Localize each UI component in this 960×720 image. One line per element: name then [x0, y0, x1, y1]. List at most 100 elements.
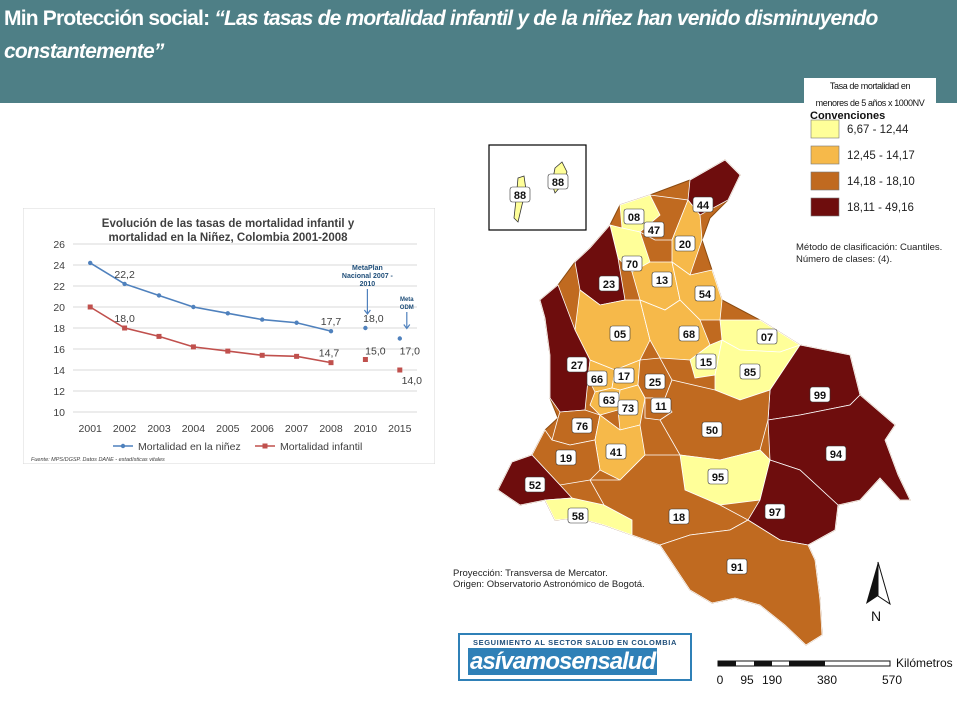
department-code: 44: [697, 200, 710, 212]
department-code: 25: [649, 377, 661, 389]
chart-annotation: MetaPlan Nacional 2007 -2010: [342, 265, 394, 315]
department-code: 54: [699, 289, 712, 301]
data-point: [397, 367, 403, 373]
department-code: 08: [628, 212, 640, 224]
annotation-text: Meta ODM: [400, 297, 414, 311]
projection-line1: Proyección: Transversa de Mercator.: [453, 568, 608, 579]
annotation-text: MetaPlan Nacional 2007 -2010: [342, 265, 394, 288]
chart-title-line2: mortalidad en la Niñez, Colombia 2001-20…: [108, 232, 348, 244]
header-banner: Min Protección social: “Las tasas de mor…: [0, 0, 957, 103]
classification-method: Método de clasificación: Cuantiles. Núme…: [796, 242, 942, 266]
chart-legend: Mortalidad en la niñez Mortalidad infant…: [113, 441, 362, 453]
scale-tick: 570: [882, 673, 902, 687]
department-code: 88: [552, 177, 564, 189]
y-tick-label: 14: [53, 365, 65, 377]
department-code: 18: [673, 512, 685, 524]
department-code: 50: [706, 425, 718, 437]
department-code: 68: [683, 329, 695, 341]
department-code: 15: [700, 357, 712, 369]
x-tick-label: 2006: [251, 423, 275, 435]
department-code: 11: [655, 401, 667, 413]
legend-marker-infantil: [262, 443, 268, 449]
legend-label-infantil: Mortalidad infantil: [280, 441, 362, 453]
department-label-box: [694, 285, 716, 302]
data-label: 17,7: [321, 316, 342, 328]
chart-frame: [22, 207, 436, 465]
department-code: 95: [712, 472, 724, 484]
department-label-box: [566, 356, 588, 373]
data-label: 18,0: [114, 313, 135, 325]
x-tick-label: 2015: [388, 423, 412, 435]
x-tick-label: 2001: [79, 423, 103, 435]
department-label-box: [617, 399, 639, 416]
projection-info: Proyección: Transversa de Mercator. Orig…: [453, 568, 645, 590]
scale-unit-label: Kilómetros: [896, 656, 953, 670]
data-point: [363, 325, 368, 331]
legend-range-label: 12,45 - 14,17: [847, 150, 915, 162]
department-code: 85: [744, 367, 756, 379]
x-tick-label: 2007: [285, 423, 309, 435]
x-tick-label: 2008: [319, 423, 343, 435]
y-tick-label: 26: [53, 239, 65, 251]
y-tick-label: 18: [53, 323, 65, 335]
legend-title-line1: Tasa de mortalidad en: [829, 81, 911, 91]
department-label-box: [651, 271, 673, 288]
department-label-box: [623, 208, 645, 225]
data-point: [328, 328, 334, 334]
mortality-line-chart: Evolución de las tasas de mortalidad inf…: [22, 207, 436, 465]
asi-vamos-en-salud-logo: SEGUIMIENTO AL SECTOR SALUD EN COLOMBIA …: [458, 633, 692, 681]
x-tick-label: 2010: [354, 423, 378, 435]
data-point: [260, 317, 265, 322]
data-point: [362, 357, 368, 362]
department-label-box: [571, 417, 593, 434]
scale-tick: 380: [817, 673, 837, 687]
legend-swatch: [810, 119, 840, 139]
department-label-box: [598, 275, 620, 292]
chart-source-note: Fuente: MPS/DGSP. Datos DANE - estadísti…: [31, 457, 165, 463]
series-line-0: [89, 262, 332, 332]
department-code-labels: 88 88 08 44 47 20 70 23 13 54 05 68 07 27 15 85 66 17 25 63…: [509, 173, 847, 575]
series-line-1: [89, 306, 332, 364]
data-point: [122, 281, 127, 287]
chart-title-line1: Evolución de las tasas de mortalidad inf…: [102, 218, 355, 230]
department-label-box: [674, 235, 696, 252]
data-point: [397, 336, 402, 341]
legend-label-ninez: Mortalidad en la niñez: [138, 441, 241, 453]
chart-annotations: MetaPlan Nacional 2007 -2010 Meta ODM: [342, 265, 414, 330]
data-label: 14,7: [319, 348, 340, 360]
department-label-box: [567, 507, 589, 524]
scale-tick: 190: [762, 673, 782, 687]
department-label-box: [695, 353, 717, 370]
chart-series-group: 22,2 17,7 18,0 17,0 18,0 14,7 15,0 14,0: [87, 260, 422, 387]
region-91: [659, 519, 823, 646]
department-code: 19: [560, 453, 572, 465]
department-label-box: [609, 325, 631, 342]
x-tick-label: 2002: [113, 423, 137, 435]
data-point: [88, 260, 93, 266]
y-tick-label: 16: [53, 344, 65, 356]
y-tick-label: 22: [53, 281, 65, 293]
logo-top-text: SEGUIMIENTO AL SECTOR SALUD EN COLOMBIA: [473, 638, 677, 647]
department-label-box: [701, 421, 723, 438]
map-legend-title: Tasa de mortalidad en menores de 5 años …: [804, 78, 936, 111]
map-legend: 6,67 - 12,44 12,45 - 14,17 14,18 - 18,10 18…: [810, 119, 915, 217]
chart-y-tick-labels: 10 12 14 16 18 20 22 24 26: [53, 239, 65, 419]
logo-main-text: asívamosensalud: [468, 648, 658, 675]
san-andres-inset-frame: [488, 144, 587, 231]
data-point: [156, 333, 162, 339]
department-label-box: [586, 370, 608, 387]
data-label: 15,0: [365, 346, 386, 358]
data-point: [122, 325, 128, 331]
department-label-box: [739, 363, 761, 380]
legend-range-label: 6,67 - 12,44: [847, 124, 909, 136]
page-title: Min Protección social: “Las tasas de mor…: [4, 2, 904, 68]
legend-title-line2: menores de 5 años x 1000NV: [815, 98, 925, 108]
y-tick-label: 24: [53, 260, 65, 272]
department-code: 47: [648, 225, 660, 237]
department-label-box: [726, 558, 748, 575]
y-tick-label: 10: [53, 407, 65, 419]
mortality-chart-panel: Evolución de las tasas de mortalidad inf…: [22, 207, 436, 465]
x-tick-label: 2005: [216, 423, 240, 435]
department-label-box: [668, 508, 690, 525]
